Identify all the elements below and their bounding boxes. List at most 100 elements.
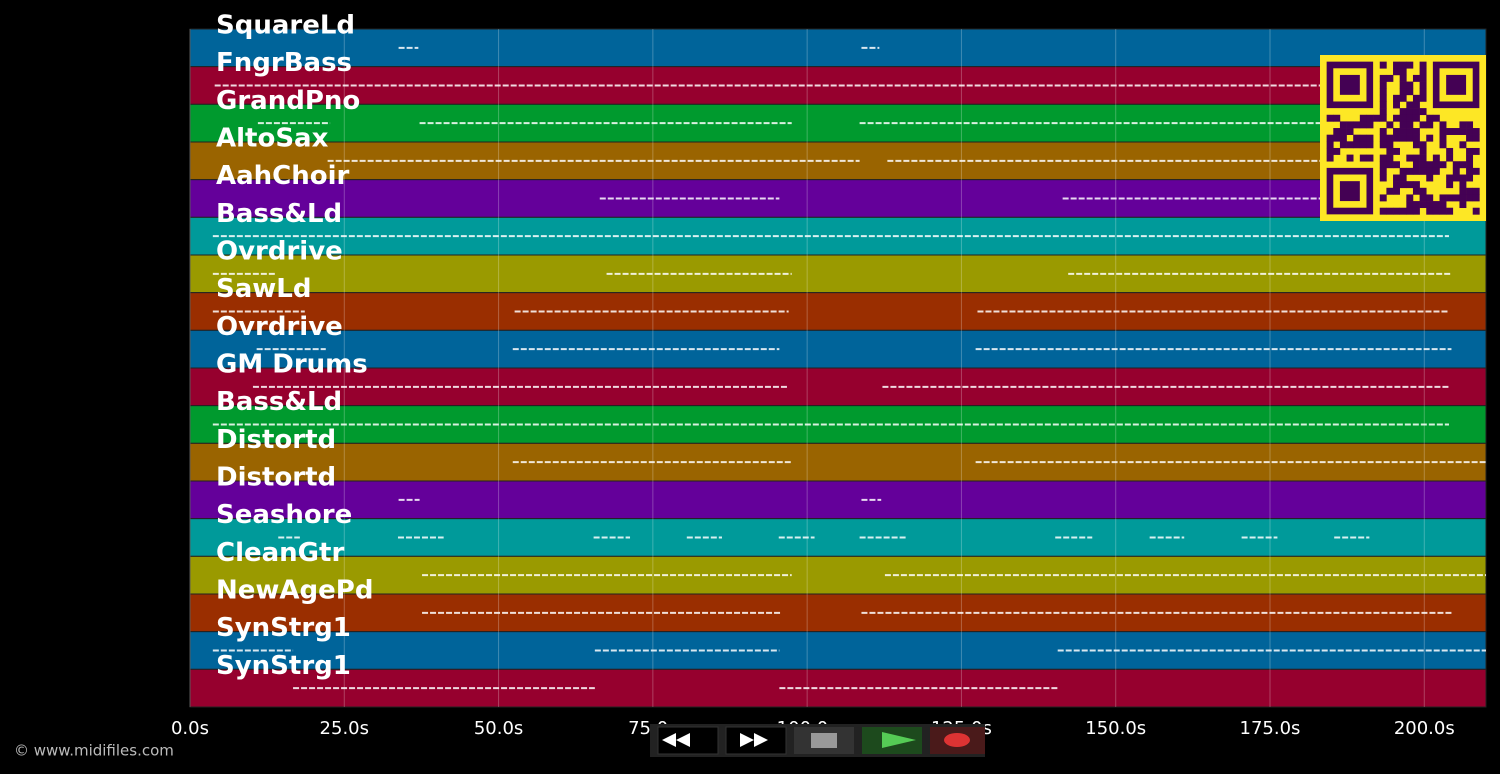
qr-cell [1386,161,1394,169]
qr-cell [1446,194,1454,202]
qr-cell [1393,134,1400,142]
qr-cell [1406,167,1414,175]
qr-cell [1419,154,1427,162]
qr-cell [1379,114,1387,122]
track-band [189,555,1487,595]
qr-cell [1339,134,1347,142]
qr-cell [1419,108,1427,116]
qr-cell [1412,128,1420,135]
track-band [189,28,1487,68]
qr-cell [1439,141,1447,149]
qr-cell [1406,194,1414,202]
track-band [189,593,1487,633]
track-label: GM Drums [216,350,368,380]
play-button[interactable] [862,727,922,754]
qr-cell [1406,154,1414,162]
qr-cell [1412,114,1420,122]
qr-cell [1419,94,1427,102]
forward-button[interactable] [725,726,787,755]
qr-cell [1379,161,1387,169]
qr-cell [1399,81,1407,89]
track-label: NewAgePd [216,576,373,606]
qr-cell [1366,154,1374,162]
qr-cell [1366,141,1374,149]
copyright: © www.midifiles.com [14,742,174,760]
qr-cell [1333,114,1341,122]
qr-cell [1439,207,1447,215]
qr-cell [1412,187,1420,195]
qr-cell [1426,161,1434,169]
qr-cell [1393,61,1400,69]
qr-cell [1406,108,1414,116]
qr-cell [1393,207,1400,215]
track-label: AahChoir [216,161,350,191]
qr-cell [1399,108,1407,116]
qr-cell [1399,207,1407,215]
qr-cell [1466,167,1474,175]
qr-cell [1386,121,1394,129]
qr-cell [1399,181,1407,189]
qr-cell [1446,207,1454,215]
qr-cell [1379,108,1387,116]
qr-cell [1353,134,1361,142]
qr-cell [1406,61,1414,69]
qr-cell [1399,114,1407,122]
qr-cell [1446,128,1454,135]
qr-cell [1452,167,1460,175]
qr-cell [1419,147,1427,155]
qr-cell [1393,128,1400,135]
qr-cell [1406,101,1414,109]
track-label: GrandPno [216,86,360,116]
qr-cell [1399,128,1407,135]
qr-cell [1466,194,1474,202]
stop-button[interactable] [794,727,854,754]
qr-cell [1439,134,1447,142]
qr-cell [1406,201,1414,209]
transport-controls [650,724,985,757]
qr-cell [1452,174,1460,182]
qr-cell [1472,194,1480,202]
qr-cell [1459,187,1467,195]
qr-cell [1466,147,1474,155]
qr-cell [1419,167,1427,175]
qr-cell [1412,141,1420,149]
qr-code [1320,55,1486,221]
qr-cell [1379,167,1387,175]
qr-cell [1386,74,1394,82]
qr-cell [1459,181,1467,189]
track-label: SawLd [216,274,311,304]
qr-cell [1373,114,1381,122]
qr-cell [1386,141,1394,149]
qr-cell [1412,167,1420,175]
qr-cell [1459,174,1467,182]
qr-cell [1353,141,1361,149]
rewind-button[interactable] [657,726,719,755]
x-axis: 0.0s25.0s50.0s75.0s100.0s125.0s150.0s175… [171,718,1455,739]
qr-cell [1399,74,1407,82]
track-band [189,518,1487,557]
qr-cell [1412,181,1420,189]
qr-cell [1412,108,1420,116]
record-button[interactable] [930,727,985,754]
qr-cell [1466,128,1474,135]
qr-cell [1412,74,1420,82]
qr-cell [1406,181,1414,189]
qr-cell [1379,128,1387,135]
qr-cell [1459,128,1467,135]
qr-cell [1412,134,1420,142]
qr-cell [1399,134,1407,142]
qr-cell [1346,121,1354,129]
track-label: SquareLd [216,11,355,41]
qr-cell [1466,161,1474,169]
qr-cell [1346,154,1354,162]
track-label: FngrBass [216,48,352,78]
qr-cell [1379,61,1387,69]
qr-cell [1412,161,1420,169]
qr-cell [1393,114,1400,122]
qr-cell [1419,161,1427,169]
track-label: SynStrg1 [216,613,351,643]
qr-cell [1466,174,1474,182]
qr-cell [1432,207,1440,215]
qr-cell [1393,174,1400,182]
